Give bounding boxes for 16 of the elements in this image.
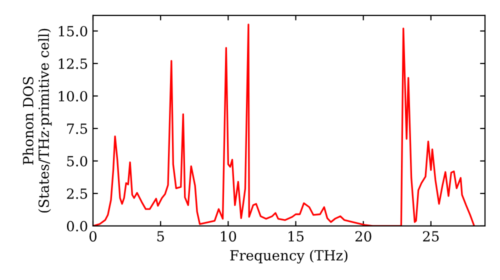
y-axis-title: Phonon DOS (States/THz·primitive cell) (22, 28, 52, 213)
y-tick-label: 2.5 (66, 188, 88, 199)
x-tick-label: 5 (157, 231, 164, 242)
x-tick-label: 10 (221, 231, 236, 242)
x-tick-label: 25 (423, 231, 439, 242)
y-tick-label: 15.0 (58, 26, 88, 36)
y-tick-label: 0.0 (66, 220, 88, 232)
x-tick-label: 15 (288, 231, 304, 242)
x-axis-title: Frequency (THz) (230, 250, 348, 264)
y-tick-label: 12.5 (58, 58, 88, 69)
x-tick-label: 20 (355, 231, 372, 242)
x-tick-label: 0 (89, 231, 96, 242)
y-tick-label: 7.5 (67, 124, 88, 134)
line-series (93, 24, 476, 226)
y-tick-label: 10.0 (58, 90, 88, 102)
y-tick-label: 5.0 (67, 156, 88, 166)
